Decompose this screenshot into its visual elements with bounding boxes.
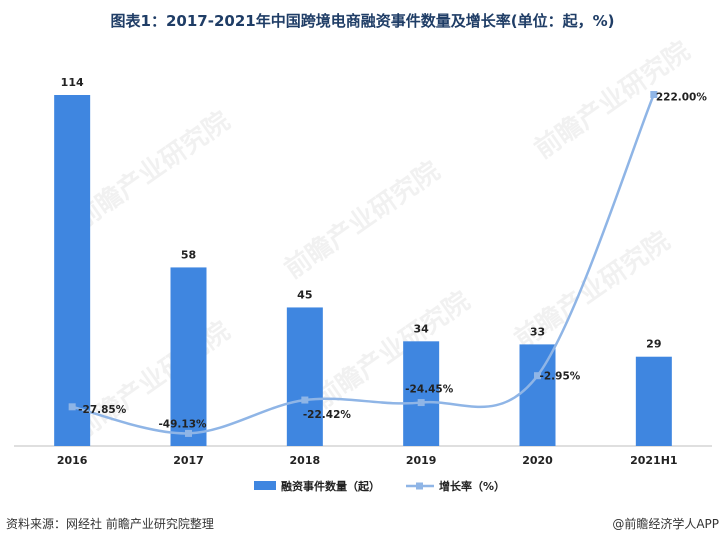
legend-line-label: 增长率（%） [439, 479, 505, 493]
legend-bar-label: 融资事件数量（起） [281, 479, 380, 493]
line-value-label-2016: -27.85% [78, 404, 127, 416]
line-value-label-2021H1: 222.00% [656, 92, 708, 104]
bar-value-label-2020: 33 [530, 325, 545, 338]
x-tick-label-2017: 2017 [173, 454, 204, 467]
line-point-2021H1 [650, 91, 658, 98]
bar-value-label-2018: 45 [297, 288, 312, 301]
line-point-2020 [534, 372, 541, 380]
line-point-2018 [301, 396, 309, 404]
footer: 资料来源：网经社 前瞻产业研究院整理 @前瞻经济学人APP [0, 515, 725, 535]
line-value-label-2020: -2.95% [540, 371, 581, 383]
bar-value-label-2021H1: 29 [646, 338, 661, 351]
bar-value-label-2019: 34 [414, 322, 430, 335]
line-value-label-2019: -24.45% [405, 384, 454, 396]
x-tick-label-2016: 2016 [57, 454, 88, 467]
line-point-2017 [185, 429, 192, 437]
x-tick-label-2018: 2018 [290, 454, 321, 467]
line-point-2019 [417, 399, 425, 407]
legend-line-marker [416, 482, 423, 490]
line-value-label-2018: -22.42% [303, 409, 352, 421]
line-value-label-2017: -49.13% [158, 418, 207, 430]
bar-2021H1 [635, 356, 672, 446]
chart-title: 图表1：2017-2021年中国跨境电商融资事件数量及增长率(单位：起，%) [110, 12, 615, 30]
bar-value-label-2017: 58 [181, 248, 196, 261]
bar-2018 [286, 307, 323, 446]
bar-2016 [54, 95, 91, 446]
x-tick-label-2019: 2019 [406, 454, 437, 467]
source-note: 资料来源：网经社 前瞻产业研究院整理 [6, 517, 214, 531]
brand-credit: @前瞻经济学人APP [612, 517, 719, 531]
bar-2017 [170, 267, 207, 446]
x-tick-label-2020: 2020 [522, 454, 553, 467]
x-tick-label-2021H1: 2021H1 [630, 454, 677, 467]
legend-bar-swatch [254, 481, 276, 490]
bar-2019 [403, 341, 440, 446]
line-point-2016 [68, 403, 76, 411]
bar-value-label-2016: 114 [61, 76, 84, 89]
bar-2020 [519, 344, 556, 446]
